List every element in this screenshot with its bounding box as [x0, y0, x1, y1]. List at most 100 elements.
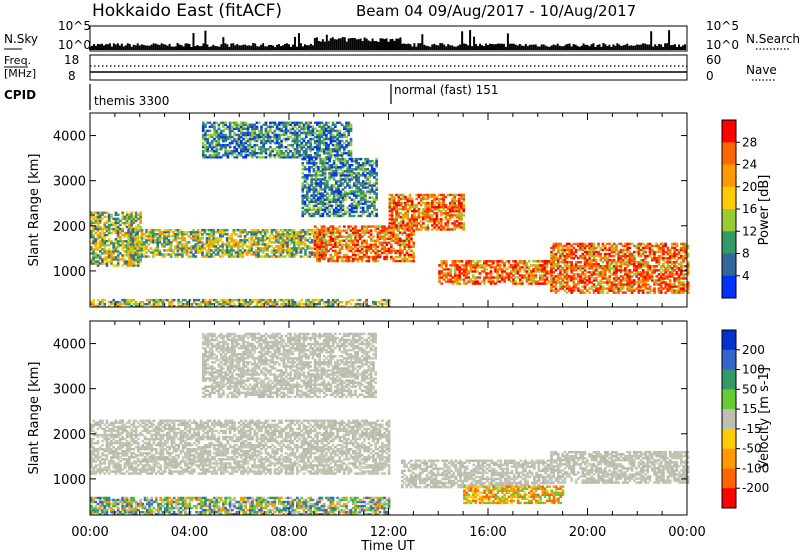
- heatmap-cell: [242, 298, 245, 302]
- heatmap-cell: [316, 302, 319, 306]
- heatmap-cell: [101, 240, 104, 243]
- heatmap-cell: [101, 300, 104, 304]
- heatmap-cell: [98, 233, 102, 237]
- freq-label: Freq.: [4, 54, 31, 67]
- heatmap-cell: [228, 298, 232, 302]
- heatmap-cell: [304, 304, 308, 308]
- heatmap-cell: [119, 219, 122, 223]
- heatmap-cell: [110, 242, 113, 245]
- heatmap-cell: [145, 245, 148, 248]
- heatmap-cell: [174, 239, 177, 242]
- heatmap-cell: [96, 304, 100, 308]
- heatmap-cell: [112, 250, 116, 253]
- heatmap-cell: [142, 241, 146, 244]
- heatmap-cell: [327, 300, 330, 304]
- heatmap-cell: [167, 249, 171, 252]
- heatmap-cell: [570, 260, 573, 264]
- heatmap-cell: [110, 250, 113, 253]
- heatmap-cell: [134, 219, 138, 223]
- heatmap-cell: [101, 231, 104, 235]
- heatmap-cell: [94, 237, 98, 241]
- heatmap-cell: [169, 241, 173, 244]
- heatmap-cell: [127, 243, 130, 246]
- heatmap-cell: [172, 239, 175, 242]
- heatmap-cell: [149, 247, 153, 250]
- heatmap-cell: [145, 298, 149, 302]
- heatmap-cell: [103, 244, 107, 247]
- heatmap-cell: [129, 235, 133, 238]
- heatmap-cell: [176, 249, 180, 252]
- heatmap-cell: [142, 253, 146, 256]
- heatmap-cell: [116, 233, 120, 237]
- heatmap-cell: [186, 304, 189, 308]
- heatmap-cell: [116, 213, 120, 217]
- heatmap-cell: [174, 245, 177, 248]
- heatmap-cell: [167, 247, 171, 250]
- heatmap-cell: [139, 221, 142, 225]
- heatmap-cell: [291, 304, 295, 308]
- heatmap-cell: [123, 258, 127, 261]
- heatmap-cell: [325, 304, 328, 308]
- heatmap-cell: [300, 302, 304, 306]
- heatmap-cell: [112, 302, 116, 306]
- heatmap-cell: [192, 300, 196, 304]
- heatmap-cell: [204, 300, 207, 304]
- heatmap-cell: [282, 298, 286, 302]
- heatmap-cell: [123, 215, 127, 219]
- heatmap-cell: [121, 264, 124, 267]
- heatmap-cell: [139, 229, 142, 233]
- heatmap-cell: [204, 304, 207, 308]
- heatmap-cell: [248, 302, 252, 306]
- heatmap-cell: [248, 298, 252, 302]
- heatmap-cell: [179, 300, 183, 304]
- heatmap-cell: [291, 298, 295, 302]
- heatmap-cell: [94, 225, 98, 229]
- heatmap-cell: [112, 246, 116, 249]
- heatmap-cell: [134, 304, 138, 308]
- heatmap-cell: [139, 227, 142, 231]
- heatmap-cell: [103, 242, 107, 245]
- heatmap-cell: [372, 302, 375, 306]
- heatmap-cell: [226, 300, 230, 304]
- heatmap-cell: [90, 302, 93, 306]
- heatmap-cell: [139, 252, 142, 255]
- heatmap-cell: [156, 233, 160, 236]
- heatmap-cell: [269, 304, 272, 308]
- heatmap-cell: [127, 228, 130, 232]
- heatmap-cell: [298, 302, 301, 306]
- heatmap-cell: [269, 298, 272, 302]
- heatmap-cell: [179, 304, 183, 308]
- heatmap-cell: [131, 255, 135, 258]
- heatmap-cell: [251, 300, 254, 304]
- heatmap-cell: [163, 255, 166, 258]
- heatmap-cell: [354, 304, 357, 308]
- heatmap-cell: [361, 206, 365, 210]
- heatmap-cell: [114, 227, 118, 231]
- heatmap-cell: [167, 233, 171, 236]
- heatmap-cell: [129, 247, 133, 250]
- heatmap-cell: [116, 231, 120, 235]
- heatmap-cell: [110, 227, 113, 231]
- heatmap-cell: [110, 258, 113, 261]
- heatmap-cell: [119, 223, 122, 227]
- heatmap-cell: [387, 302, 391, 306]
- heatmap-cell: [257, 121, 261, 125]
- heatmap-cell: [125, 219, 129, 223]
- heatmap-cell: [208, 304, 212, 308]
- heatmap-cell: [150, 298, 154, 302]
- heatmap-cell: [98, 221, 102, 225]
- heatmap-cell: [358, 302, 362, 306]
- heatmap-cell: [134, 264, 138, 267]
- heatmap-cell: [101, 252, 104, 255]
- heatmap-cell: [231, 300, 234, 304]
- heatmap-cell: [107, 231, 111, 235]
- heatmap-cell: [199, 304, 203, 308]
- heatmap-cell: [177, 300, 180, 304]
- heatmap-cell: [112, 229, 116, 233]
- heatmap-cell: [114, 248, 118, 251]
- heatmap-cell: [121, 227, 124, 231]
- cpid-label: CPID: [4, 88, 36, 102]
- heatmap-cell: [90, 231, 93, 235]
- heatmap-cell: [239, 298, 243, 302]
- heatmap-cell: [90, 211, 93, 215]
